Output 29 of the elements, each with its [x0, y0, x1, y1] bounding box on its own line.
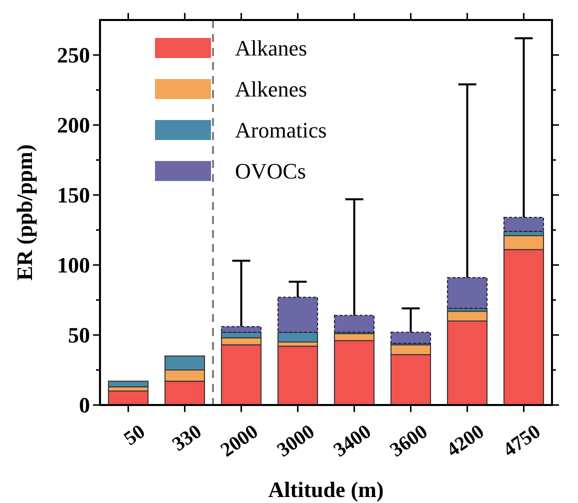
bar — [220, 326, 262, 333]
y-tick-label: 50 — [68, 322, 90, 348]
bar — [390, 332, 432, 344]
x-axis-title: Altitude (m) — [268, 477, 384, 502]
x-tick-label: 3600 — [386, 420, 432, 462]
y-tick-label: 100 — [57, 252, 90, 278]
x-tick-label: 2000 — [216, 420, 262, 462]
legend-label: Alkenes — [235, 76, 308, 102]
x-tick-label: 330 — [168, 420, 206, 456]
legend-label: Alkanes — [235, 36, 308, 61]
bar — [277, 346, 318, 406]
legend-label: OVOCs — [235, 158, 306, 184]
bar — [446, 277, 488, 309]
bar — [277, 296, 318, 333]
x-tick-label: 3000 — [273, 420, 319, 462]
y-tick-label: 200 — [57, 112, 90, 138]
bar — [108, 380, 149, 388]
x-tick-label: 4750 — [499, 420, 545, 462]
x-tick-label: 4200 — [442, 420, 488, 462]
bar — [334, 314, 375, 333]
y-tick-label: 0 — [79, 392, 90, 418]
x-tick-label: 3400 — [330, 420, 376, 462]
y-tick-label: 250 — [57, 42, 90, 68]
y-tick-label: 150 — [57, 182, 90, 208]
x-tick-label: 50 — [120, 420, 150, 450]
bar — [277, 332, 318, 342]
y-axis-title: ER (ppb/ppm) — [12, 144, 37, 281]
legend-label: Aromatics — [235, 118, 327, 143]
bar — [503, 216, 544, 232]
